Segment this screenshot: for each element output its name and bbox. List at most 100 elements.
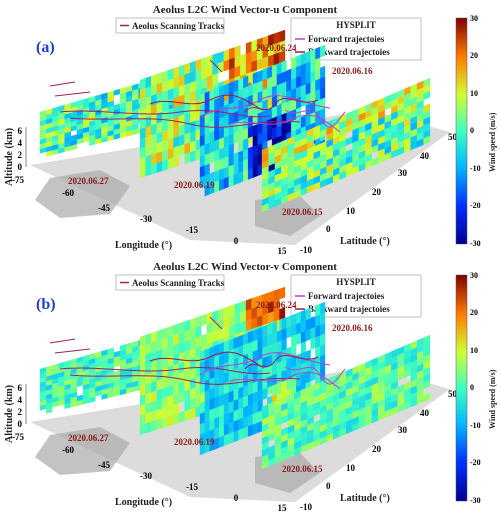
curtain-cell bbox=[223, 83, 229, 96]
curtain-cell bbox=[139, 146, 146, 159]
panel-a-z-tick-2: 4 bbox=[18, 138, 23, 148]
curtain-cell bbox=[271, 116, 278, 129]
panel-a-x-tick-4: -15 bbox=[186, 225, 198, 235]
curtain-cell bbox=[184, 132, 191, 145]
curtain-cell bbox=[139, 383, 146, 397]
curtain-cell bbox=[206, 311, 213, 325]
curtain-cell bbox=[281, 60, 287, 73]
panel-b-z-tick-3: 6 bbox=[18, 383, 23, 393]
curtain-cell bbox=[199, 144, 205, 158]
curtain-cell bbox=[247, 83, 254, 97]
panel-a-x-tick-3: -30 bbox=[140, 214, 152, 224]
panel-a-date-3: 2020.06.24 bbox=[256, 43, 297, 53]
curtain-cell bbox=[276, 360, 282, 374]
curtain-cell bbox=[320, 301, 326, 315]
curtain-cell bbox=[228, 81, 234, 95]
curtain-cell bbox=[223, 305, 230, 319]
panel-b-y-tick-1: 0 bbox=[326, 481, 331, 491]
curtain-cell bbox=[305, 307, 311, 321]
panel-a-altitude-label: Altitude (km) bbox=[4, 128, 15, 186]
curtain-cell bbox=[310, 59, 316, 72]
curtain-cell bbox=[178, 380, 185, 394]
curtain-cell bbox=[190, 150, 196, 163]
curtain-cell bbox=[243, 425, 249, 439]
panel-b-title: Aeolus L2C Wind Vector-v Component bbox=[153, 261, 337, 273]
curtain-cell bbox=[286, 377, 292, 391]
curtain-cell bbox=[145, 421, 152, 434]
curtain-cell bbox=[228, 122, 234, 136]
curtain-cell bbox=[156, 150, 163, 164]
curtain-cell bbox=[276, 124, 282, 138]
curtain-cell bbox=[217, 50, 224, 64]
curtain-cell bbox=[286, 325, 292, 339]
curtain-cell bbox=[276, 82, 282, 96]
curtain-cell bbox=[204, 378, 210, 392]
curtain-cell bbox=[162, 70, 169, 83]
curtain-cell bbox=[228, 133, 234, 146]
curtain-cell bbox=[162, 406, 169, 419]
panel-a: Aeolus L2C Wind Vector-u Component Aeolu… bbox=[4, 4, 497, 256]
panel-b-y-tick-5: 40 bbox=[420, 408, 430, 418]
curtain-cell bbox=[271, 362, 278, 376]
curtain-cell bbox=[238, 129, 244, 143]
curtain-cell bbox=[267, 333, 273, 347]
curtain-cell bbox=[256, 57, 263, 71]
panel-a-trajectories bbox=[49, 59, 346, 133]
curtain-cell bbox=[247, 340, 254, 354]
curtain-cell bbox=[262, 335, 268, 349]
curtain-cell bbox=[219, 126, 225, 140]
panel-b-y-tick-4: 30 bbox=[398, 425, 408, 435]
curtain-cell bbox=[190, 120, 196, 133]
panel-b-date-1: 2020.06.19 bbox=[174, 437, 215, 447]
curtain-cell bbox=[184, 62, 191, 75]
panel-a-hysplit-title: HYSPLIT bbox=[336, 20, 376, 30]
curtain-cell bbox=[291, 313, 297, 327]
curtain-cell bbox=[279, 29, 286, 43]
curtain-cell bbox=[245, 61, 252, 74]
curtain-cell bbox=[139, 403, 146, 416]
curtain-cell bbox=[228, 143, 234, 157]
panel-a-y-tick-1: 0 bbox=[326, 224, 331, 234]
curtain-cell bbox=[252, 401, 258, 415]
curtain-cell bbox=[219, 404, 225, 417]
curtain-cell bbox=[238, 386, 244, 400]
curtain-cell bbox=[296, 321, 302, 335]
curtain-cell bbox=[310, 316, 316, 329]
panel-a-x-tick-6: 15 bbox=[278, 246, 288, 256]
curtain-cell bbox=[305, 328, 311, 342]
curtain-cell bbox=[139, 126, 146, 140]
curtain-cell bbox=[156, 72, 163, 85]
curtain-cell bbox=[229, 304, 235, 317]
curtain-cell bbox=[206, 54, 213, 68]
panel-a-label: (a) bbox=[36, 39, 55, 56]
curtain-cell bbox=[233, 419, 239, 432]
curtain-cell bbox=[195, 325, 202, 338]
curtain-cell bbox=[178, 133, 185, 147]
curtain-cell bbox=[229, 314, 235, 327]
curtain-cell bbox=[271, 126, 278, 140]
panel-b-curtains bbox=[39, 286, 431, 470]
curtain-cell bbox=[315, 78, 321, 92]
curtain-cell bbox=[296, 64, 302, 78]
curtain-cell bbox=[315, 109, 321, 123]
curtain-cell bbox=[195, 315, 202, 328]
panel-b-y-tick-2: 10 bbox=[346, 463, 356, 473]
curtain-cell bbox=[139, 334, 146, 348]
curtain-cell bbox=[279, 307, 286, 320]
curtain-cell bbox=[286, 120, 292, 134]
curtain-cell bbox=[223, 103, 229, 117]
curtain-cell bbox=[195, 68, 202, 81]
curtain-cell bbox=[151, 419, 157, 432]
panel-a-y-tick-0: -10 bbox=[300, 245, 312, 255]
curtain-cell bbox=[243, 415, 249, 429]
panel-a-x-label: Longitude (°) bbox=[115, 240, 172, 251]
curtain-cell bbox=[204, 142, 210, 156]
curtain-cell bbox=[173, 66, 180, 79]
curtain-cell bbox=[228, 348, 234, 362]
curtain-cell bbox=[281, 317, 287, 330]
curtain-cell bbox=[223, 412, 229, 426]
panel-b-altitude-label: Altitude (km) bbox=[4, 385, 15, 443]
curtain-cell bbox=[252, 380, 258, 394]
trajectory-line bbox=[59, 109, 271, 118]
